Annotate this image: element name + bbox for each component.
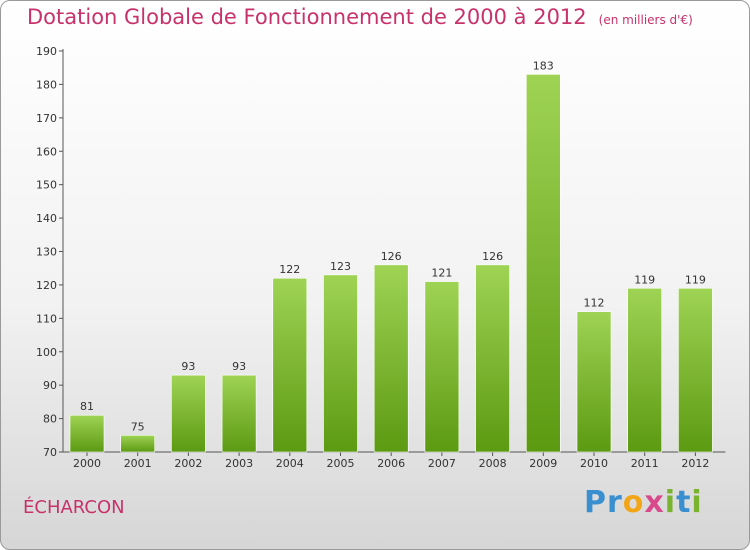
data-label: 93: [232, 360, 246, 373]
x-tick-label: 2009: [529, 457, 557, 470]
bar: [272, 277, 308, 453]
data-label: 75: [131, 420, 145, 433]
bar: [576, 311, 612, 453]
y-tick-label: 180: [36, 78, 57, 91]
logo-letter: i: [664, 485, 677, 520]
logo-letter: r: [607, 485, 623, 520]
y-tick-label: 80: [43, 413, 57, 426]
bars: [69, 74, 713, 453]
x-tick-label: 2008: [479, 457, 507, 470]
x-tick-label: 2005: [327, 457, 355, 470]
bar: [221, 374, 257, 453]
y-tick-label: 70: [43, 446, 57, 459]
logo-letter: o: [622, 485, 645, 520]
y-tick-label: 190: [36, 45, 57, 58]
bar: [627, 287, 663, 453]
x-tick-label: 2004: [276, 457, 304, 470]
x-tick-label: 2001: [124, 457, 152, 470]
data-label: 183: [533, 59, 554, 72]
proxiti-logo[interactable]: Proxiti: [584, 485, 703, 520]
y-tick-label: 170: [36, 112, 57, 125]
labels: 2000 81 2001 75 2002 93 2003 93 2004 122 2005 123 20…: [73, 59, 709, 470]
bar: [424, 281, 460, 453]
data-label: 126: [482, 250, 503, 263]
y-tick-label: 90: [43, 379, 57, 392]
data-label: 119: [685, 273, 706, 286]
x-tick-label: 2003: [225, 457, 253, 470]
bar-chart: 70 80 90 100 110 120 130 140 150 160 170 180 190 200…: [36, 45, 726, 470]
x-tick-label: 2006: [377, 457, 405, 470]
x-tick-label: 2007: [428, 457, 456, 470]
logo-letter: x: [644, 485, 665, 520]
x-tick-label: 2000: [73, 457, 101, 470]
y-tick-label: 120: [36, 279, 57, 292]
y-tick-label: 100: [36, 346, 57, 359]
data-label: 122: [279, 263, 300, 276]
x-tick-label: 2002: [174, 457, 202, 470]
data-label: 123: [330, 260, 351, 273]
logo-letter: P: [584, 485, 607, 520]
bar: [323, 274, 358, 453]
data-label: 126: [381, 250, 402, 263]
data-label: 112: [584, 297, 605, 310]
chart-unit-note: (en milliers d'€): [598, 13, 693, 27]
chart-title-block: Dotation Globale de Fonctionnement de 20…: [27, 5, 693, 29]
data-label: 93: [181, 360, 195, 373]
data-label: 119: [634, 273, 655, 286]
x-tick-label: 2010: [580, 457, 608, 470]
chart-title: Dotation Globale de Fonctionnement de 20…: [27, 5, 587, 29]
commune-name: ÉCHARCON: [23, 497, 125, 518]
logo-letter: i: [691, 485, 703, 520]
y-tick-label: 130: [36, 246, 57, 259]
bar: [69, 414, 105, 453]
data-label: 121: [431, 267, 452, 280]
y-tick-label: 150: [36, 179, 57, 192]
bar: [171, 374, 206, 453]
bar: [120, 434, 155, 453]
x-tick-label: 2012: [681, 457, 709, 470]
y-tick-label: 140: [36, 212, 57, 225]
bar: [678, 287, 713, 453]
data-label: 81: [80, 400, 94, 413]
bar: [525, 74, 561, 453]
y-tick-label: 110: [36, 312, 57, 325]
bar: [373, 264, 409, 453]
y-tick-label: 160: [36, 145, 57, 158]
axes: 70 80 90 100 110 120 130 140 150 160 170 180 190: [36, 45, 726, 459]
bar: [475, 264, 510, 453]
logo-letter: t: [676, 485, 692, 520]
x-tick-label: 2011: [631, 457, 659, 470]
